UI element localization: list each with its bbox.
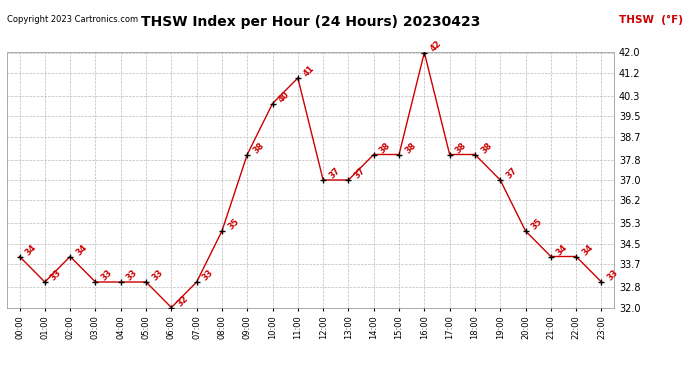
- Text: 35: 35: [530, 217, 544, 232]
- Text: 38: 38: [479, 141, 493, 155]
- Text: 34: 34: [75, 243, 89, 257]
- Text: 34: 34: [23, 243, 39, 257]
- Text: THSW  (°F): THSW (°F): [619, 15, 683, 25]
- Text: Copyright 2023 Cartronics.com: Copyright 2023 Cartronics.com: [7, 15, 138, 24]
- Text: 33: 33: [125, 268, 139, 283]
- Text: 42: 42: [428, 39, 443, 53]
- Text: THSW Index per Hour (24 Hours) 20230423: THSW Index per Hour (24 Hours) 20230423: [141, 15, 480, 29]
- Text: 32: 32: [175, 294, 190, 308]
- Text: 33: 33: [99, 268, 114, 283]
- Text: 37: 37: [504, 166, 519, 181]
- Text: 40: 40: [277, 90, 291, 104]
- Text: 41: 41: [302, 64, 317, 79]
- Text: 33: 33: [150, 268, 165, 283]
- Text: 38: 38: [378, 141, 393, 155]
- Text: 33: 33: [49, 268, 63, 283]
- Text: 34: 34: [555, 243, 570, 257]
- Text: 37: 37: [327, 166, 342, 181]
- Text: 35: 35: [226, 217, 241, 232]
- Text: 34: 34: [580, 243, 595, 257]
- Text: 37: 37: [353, 166, 367, 181]
- Text: 33: 33: [201, 268, 215, 283]
- Text: 38: 38: [403, 141, 417, 155]
- Text: 38: 38: [251, 141, 266, 155]
- Text: 33: 33: [606, 268, 620, 283]
- Text: 38: 38: [454, 141, 469, 155]
